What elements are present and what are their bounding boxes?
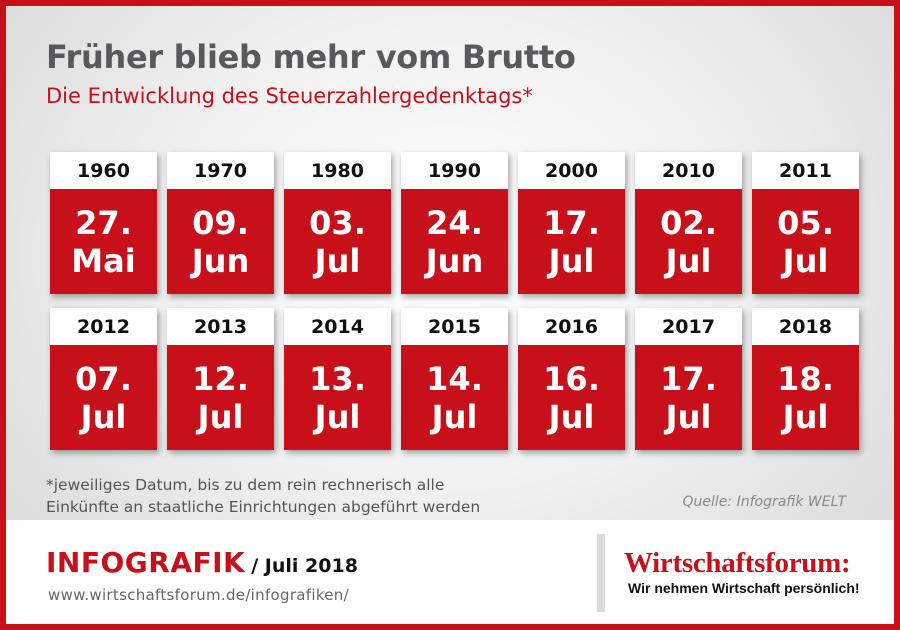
card-date: 03. Jul: [284, 189, 391, 294]
logo-tagline: Wir nehmen Wirtschaft persönlich!: [628, 580, 860, 596]
card-month: Jul: [665, 241, 712, 280]
card-month: Jul: [548, 241, 595, 280]
date-card: 1970 09. Jun: [167, 152, 274, 294]
card-date: 07. Jul: [50, 345, 157, 450]
card-date: 12. Jul: [167, 345, 274, 450]
card-day: 12.: [192, 359, 249, 398]
card-date: 17. Jul: [635, 345, 742, 450]
card-month: Jul: [314, 241, 361, 280]
card-year: 2016: [545, 315, 598, 338]
card-date: 18. Jul: [752, 345, 859, 450]
card-day: 18.: [777, 359, 834, 398]
date-card: 1990 24. Jun: [401, 152, 508, 294]
infografik-brand: INFOGRAFIK / Juli 2018: [46, 546, 358, 579]
card-month: Jul: [782, 241, 829, 280]
card-year: 2012: [77, 315, 130, 338]
date-card: 2011 05. Jul: [752, 152, 859, 294]
card-day: 02.: [660, 203, 717, 242]
card-year: 2013: [194, 315, 247, 338]
card-month: Jul: [665, 397, 712, 436]
date-card: 2000 17. Jul: [518, 152, 625, 294]
date-card: 2016 16. Jul: [518, 308, 625, 450]
card-date: 17. Jul: [518, 189, 625, 294]
card-month: Jun: [191, 241, 250, 280]
brand-label: INFOGRAFIK: [46, 546, 246, 579]
card-month: Jul: [782, 397, 829, 436]
card-year: 2014: [311, 315, 364, 338]
card-date: 02. Jul: [635, 189, 742, 294]
page-subtitle: Die Entwicklung des Steuerzahlergedenkta…: [46, 84, 533, 108]
card-year: 1990: [428, 159, 481, 182]
date-card: 2018 18. Jul: [752, 308, 859, 450]
footer-divider: [597, 534, 605, 612]
card-date: 27. Mai: [50, 189, 157, 294]
edition-label: / Juli 2018: [251, 555, 358, 577]
date-card: 1980 03. Jul: [284, 152, 391, 294]
card-day: 17.: [660, 359, 717, 398]
date-card: 2012 07. Jul: [50, 308, 157, 450]
card-row-1: 1960 27. Mai 1970 09. Jun 1980 03. Jul 1990 24.…: [50, 152, 862, 294]
footnote: *jeweiliges Datum, bis zu dem rein rechn…: [46, 474, 480, 518]
card-day: 14.: [426, 359, 483, 398]
card-year: 2018: [779, 315, 832, 338]
card-day: 17.: [543, 203, 600, 242]
card-month: Jul: [314, 397, 361, 436]
card-row-2: 2012 07. Jul 2013 12. Jul 2014 13. Jul 2015 14.…: [50, 308, 862, 450]
footer-url[interactable]: www.wirtschaftsforum.de/infografiken/: [48, 586, 349, 604]
card-month: Jul: [431, 397, 478, 436]
card-date: 24. Jun: [401, 189, 508, 294]
card-month: Jul: [548, 397, 595, 436]
date-card: 2017 17. Jul: [635, 308, 742, 450]
card-date: 09. Jun: [167, 189, 274, 294]
card-date: 16. Jul: [518, 345, 625, 450]
date-card: 2014 13. Jul: [284, 308, 391, 450]
footnote-line-2: Einkünfte an staatliche Einrichtungen ab…: [46, 498, 481, 516]
date-card: 2010 02. Jul: [635, 152, 742, 294]
card-year: 2015: [428, 315, 481, 338]
source-credit: Quelle: Infografik WELT: [682, 494, 846, 510]
date-card: 2013 12. Jul: [167, 308, 274, 450]
date-card: 2015 14. Jul: [401, 308, 508, 450]
card-year: 1970: [194, 159, 247, 182]
card-month: Jul: [197, 397, 244, 436]
card-month: Jul: [80, 397, 127, 436]
card-month: Jun: [425, 241, 484, 280]
card-day: 27.: [75, 203, 132, 242]
footnote-line-1: *jeweiliges Datum, bis zu dem rein rechn…: [46, 476, 445, 494]
date-card: 1960 27. Mai: [50, 152, 157, 294]
card-year: 1980: [311, 159, 364, 182]
card-date: 05. Jul: [752, 189, 859, 294]
card-day: 03.: [309, 203, 366, 242]
card-year: 1960: [77, 159, 130, 182]
card-year: 2011: [779, 159, 832, 182]
page-title: Früher blieb mehr vom Brutto: [46, 38, 576, 76]
card-day: 16.: [543, 359, 600, 398]
card-year: 2010: [662, 159, 715, 182]
footer-bar: INFOGRAFIK / Juli 2018 www.wirtschaftsfor…: [6, 520, 894, 624]
logo-name: Wirtschaftsforum:: [624, 547, 851, 579]
card-date: 13. Jul: [284, 345, 391, 450]
card-day: 07.: [75, 359, 132, 398]
date-card-grid: 1960 27. Mai 1970 09. Jun 1980 03. Jul 1990 24.…: [50, 152, 862, 450]
card-date: 14. Jul: [401, 345, 508, 450]
card-day: 09.: [192, 203, 249, 242]
card-day: 05.: [777, 203, 834, 242]
card-month: Mai: [71, 241, 136, 280]
card-day: 24.: [426, 203, 483, 242]
card-day: 13.: [309, 359, 366, 398]
wirtschaftsforum-logo: Wirtschaftsforum: Wir nehmen Wirtschaft …: [624, 548, 860, 596]
card-year: 2017: [662, 315, 715, 338]
infographic-panel: Früher blieb mehr vom Brutto Die Entwick…: [6, 6, 894, 624]
card-year: 2000: [545, 159, 598, 182]
